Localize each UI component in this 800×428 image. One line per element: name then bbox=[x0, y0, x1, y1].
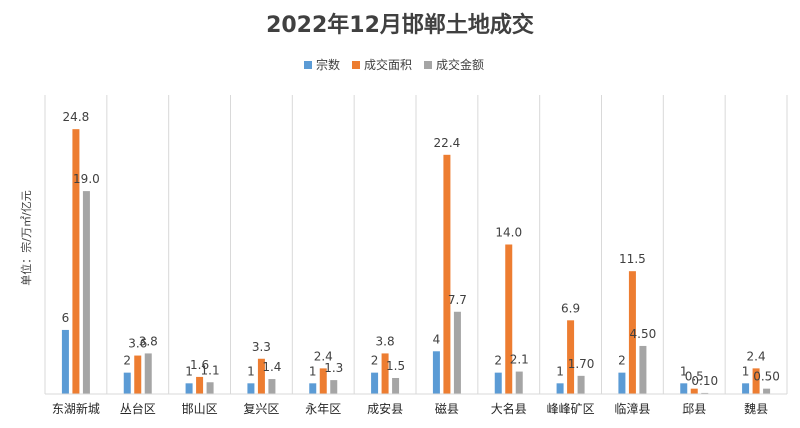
data-label-series3-cat8: 2.1 bbox=[510, 353, 529, 367]
x-tick-label-10: 临漳县 bbox=[614, 401, 650, 416]
data-label-series3-cat9: 1.70 bbox=[568, 357, 595, 371]
x-tick-label-4: 复兴区 bbox=[243, 402, 279, 416]
bar-series1-cat1 bbox=[61, 329, 69, 394]
x-tick-label-7: 磁县 bbox=[435, 401, 459, 416]
bar-series3-cat2 bbox=[144, 353, 152, 394]
data-label-series2-cat6: 3.8 bbox=[376, 334, 395, 348]
data-label-series3-cat3: 1.1 bbox=[201, 363, 220, 377]
bar-series3-cat4 bbox=[268, 379, 276, 394]
data-label-series2-cat7: 22.4 bbox=[434, 136, 461, 150]
bar-series3-cat9 bbox=[577, 375, 585, 394]
category-gridlines bbox=[44, 95, 788, 394]
bar-series2-cat1 bbox=[72, 129, 80, 394]
data-label-series2-cat2: 3.6 bbox=[128, 337, 147, 351]
data-label-series2-cat5: 2.4 bbox=[314, 349, 333, 363]
bar-series1-cat6 bbox=[371, 372, 379, 394]
bar-series1-cat3 bbox=[185, 383, 193, 394]
x-tick-label-3: 邯山区 bbox=[182, 401, 218, 416]
bars-group bbox=[61, 129, 771, 394]
data-label-series1-cat6: 2 bbox=[371, 354, 379, 368]
data-label-series2-cat12: 2.4 bbox=[747, 349, 766, 363]
bar-series1-cat10 bbox=[618, 372, 626, 394]
data-label-series1-cat9: 1 bbox=[556, 364, 564, 378]
x-tick-label-12: 魏县 bbox=[744, 401, 768, 416]
y-axis-label: 单位：宗/万㎡/亿元 bbox=[19, 190, 33, 285]
bar-series2-cat5 bbox=[319, 368, 327, 394]
x-tick-label-9: 峰峰矿区 bbox=[547, 402, 595, 416]
bar-series3-cat7 bbox=[453, 311, 461, 394]
bar-series1-cat5 bbox=[309, 383, 317, 394]
data-label-series2-cat3: 1.6 bbox=[190, 358, 209, 372]
data-label-series3-cat1: 19.0 bbox=[73, 172, 100, 186]
data-label-series2-cat10: 11.5 bbox=[619, 252, 646, 266]
x-tick-label-6: 成安县 bbox=[367, 401, 403, 416]
legend-swatch-3 bbox=[424, 61, 432, 69]
data-label-series2-cat9: 6.9 bbox=[561, 301, 580, 315]
data-label-series1-cat1: 6 bbox=[62, 311, 70, 325]
data-label-series1-cat11: 1 bbox=[680, 364, 688, 378]
bar-series3-cat8 bbox=[515, 371, 523, 394]
data-label-series3-cat11: 0.10 bbox=[691, 374, 718, 388]
bar-series2-cat2 bbox=[134, 355, 142, 394]
data-label-series1-cat3: 1 bbox=[185, 364, 193, 378]
bar-series1-cat8 bbox=[494, 372, 502, 394]
data-label-series2-cat1: 24.8 bbox=[63, 110, 90, 124]
data-label-series2-cat11: 0.5 bbox=[685, 370, 704, 384]
bar-series3-cat6 bbox=[392, 377, 400, 394]
data-label-series3-cat12: 0.50 bbox=[753, 370, 780, 384]
data-label-series3-cat10: 4.50 bbox=[630, 327, 657, 341]
data-label-series1-cat8: 2 bbox=[494, 354, 502, 368]
x-tick-label-2: 丛台区 bbox=[120, 401, 156, 416]
data-label-series2-cat8: 14.0 bbox=[495, 226, 522, 240]
x-tick-label-5: 永年区 bbox=[305, 402, 341, 416]
data-label-series3-cat5: 1.3 bbox=[324, 361, 343, 375]
bar-series3-cat10 bbox=[639, 345, 647, 394]
legend-label-1: 宗数 bbox=[316, 57, 340, 72]
data-labels-group: 624.819.023.63.811.61.1 13.31.4 12.41.323.… bbox=[62, 110, 780, 388]
data-label-series1-cat7: 4 bbox=[433, 332, 441, 346]
x-tick-label-11: 邱县 bbox=[682, 402, 706, 416]
bar-series1-cat9 bbox=[556, 383, 564, 394]
bar-series2-cat11 bbox=[690, 388, 698, 394]
chart-title: 2022年12月邯郸土地成交 bbox=[266, 12, 534, 38]
bar-series3-cat3 bbox=[206, 382, 214, 394]
x-tick-label-1: 东湖新城 bbox=[52, 401, 100, 416]
bar-series2-cat12 bbox=[752, 368, 760, 394]
data-label-series3-cat7: 7.7 bbox=[448, 293, 467, 307]
data-label-series1-cat2: 2 bbox=[123, 354, 131, 368]
data-label-series1-cat4: 1 bbox=[247, 364, 255, 378]
data-label-series1-cat5: 1 bbox=[309, 364, 317, 378]
bar-series2-cat4 bbox=[257, 358, 265, 394]
data-label-series1-cat12: 1 bbox=[742, 364, 750, 378]
bar-series1-cat4 bbox=[247, 383, 255, 394]
bar-series2-cat7 bbox=[443, 154, 451, 394]
bar-series3-cat5 bbox=[330, 380, 338, 394]
bar-series1-cat7 bbox=[432, 351, 440, 394]
x-axis-tick-labels: 东湖新城 丛台区 邯山区 复兴区 永年区 成安县 磁县 大名县 峰峰矿区 临漳县 邱县 魏县 bbox=[52, 401, 768, 416]
bar-series3-cat1 bbox=[82, 191, 90, 394]
bar-series1-cat12 bbox=[742, 383, 750, 394]
x-tick-label-8: 大名县 bbox=[491, 401, 527, 416]
bar-series3-cat11 bbox=[701, 392, 709, 394]
bar-series2-cat9 bbox=[567, 320, 575, 394]
legend-swatch-1 bbox=[304, 61, 312, 69]
legend-label-2: 成交面积 bbox=[364, 57, 412, 72]
bar-series1-cat2 bbox=[123, 372, 131, 394]
data-label-series2-cat4: 3.3 bbox=[252, 340, 271, 354]
bar-series1-cat11 bbox=[680, 383, 688, 394]
bar-series2-cat8 bbox=[505, 244, 513, 394]
data-label-series1-cat10: 2 bbox=[618, 354, 626, 368]
data-label-series3-cat4: 1.4 bbox=[262, 360, 281, 374]
bar-series3-cat12 bbox=[763, 388, 771, 394]
bar-series2-cat10 bbox=[628, 271, 636, 394]
legend-label-3: 成交金额 bbox=[436, 57, 484, 72]
bar-series2-cat6 bbox=[381, 353, 389, 394]
data-label-series3-cat6: 1.5 bbox=[386, 359, 405, 373]
legend: 宗数 成交面积 成交金额 bbox=[304, 57, 484, 72]
legend-swatch-2 bbox=[352, 61, 360, 69]
data-label-series3-cat2: 3.8 bbox=[139, 334, 158, 348]
bar-series2-cat3 bbox=[196, 376, 204, 394]
